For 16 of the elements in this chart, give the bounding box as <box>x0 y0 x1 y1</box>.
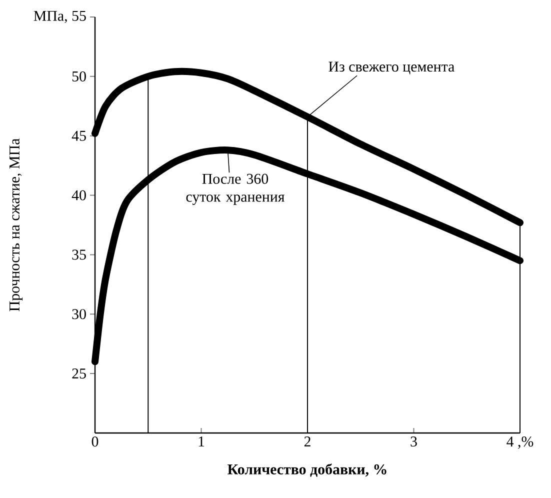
y-axis-title: Прочность на сжатие, МПа <box>10 138 23 312</box>
annotation: Из свежего цемента <box>328 62 454 74</box>
y-tick-label: 30 <box>72 309 86 320</box>
y-tick-label: 25 <box>72 368 86 379</box>
x-axis-title: Количество добавки, % <box>228 464 386 477</box>
x-tick-label: 3 <box>410 436 417 447</box>
annotation: После 360 суток хранения <box>186 174 284 205</box>
y-tick-label: 45 <box>72 130 86 141</box>
y-tick-label: 35 <box>72 250 86 260</box>
x-tick-label: 4 ,% <box>506 436 534 449</box>
x-tick-label: 2 <box>304 436 310 446</box>
y-tick-label: МПа, 55 <box>34 10 86 24</box>
x-tick-label: 1 <box>198 436 204 446</box>
y-tick-label: 40 <box>72 190 86 200</box>
y-tick-label: 50 <box>72 71 86 82</box>
x-tick-label: 0 <box>92 436 98 447</box>
